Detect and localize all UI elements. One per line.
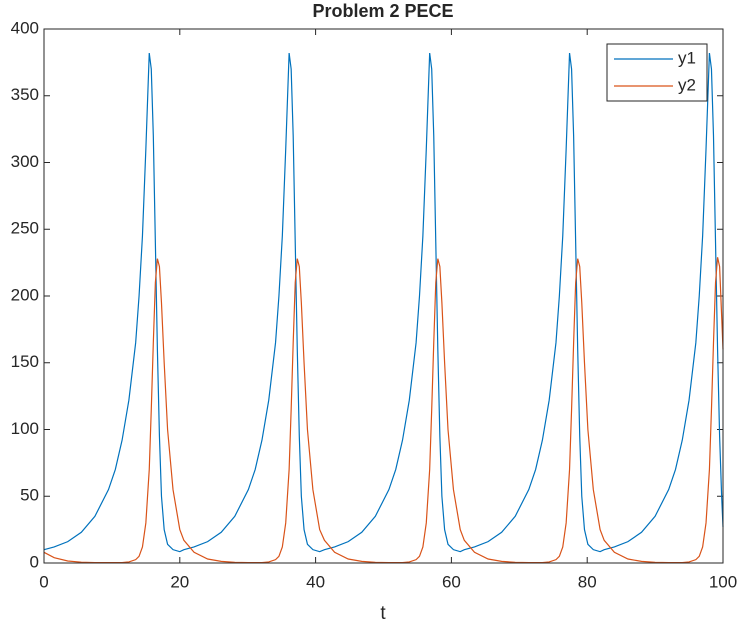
y-tick-label: 300 xyxy=(11,152,39,171)
y-tick-label: 50 xyxy=(20,486,39,505)
x-tick-label: 40 xyxy=(306,572,325,591)
x-tick-label: 100 xyxy=(709,572,737,591)
legend-label: y1 xyxy=(678,48,696,67)
x-tick-label: 0 xyxy=(39,572,48,591)
y-tick-label: 200 xyxy=(11,285,39,304)
x-tick-label: 20 xyxy=(170,572,189,591)
legend-box xyxy=(606,43,708,102)
legend-label: y2 xyxy=(678,75,696,94)
y-tick-label: 0 xyxy=(30,552,39,571)
series-line xyxy=(43,257,724,564)
x-tick-label: 80 xyxy=(578,572,597,591)
y-tick-label: 100 xyxy=(11,419,39,438)
y-tick-label: 150 xyxy=(11,352,39,371)
axes-box xyxy=(43,28,724,564)
y-tick-label: 350 xyxy=(11,85,39,104)
x-axis-label: t xyxy=(380,603,386,624)
chart-title: Problem 2 PECE xyxy=(312,1,453,21)
y-tick-label: 400 xyxy=(11,18,39,37)
x-tick-label: 60 xyxy=(442,572,461,591)
y-tick-label: 250 xyxy=(11,219,39,238)
